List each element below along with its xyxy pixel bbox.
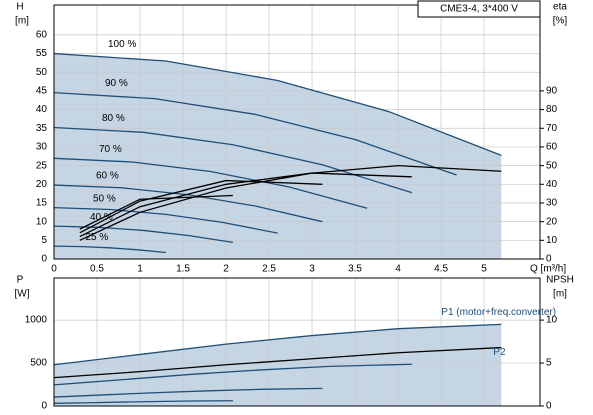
x-tick-label: 2.5	[262, 264, 276, 275]
y-tick-label: 0	[41, 254, 47, 265]
curve	[53, 52, 502, 156]
y-axis-unit: [W]	[15, 289, 30, 300]
y-tick-label: 15	[36, 198, 48, 209]
curve	[79, 179, 323, 234]
curve	[53, 323, 502, 366]
y-tick-label: 35	[36, 123, 48, 134]
y2-tick-label: 60	[546, 142, 558, 153]
curve	[53, 91, 457, 176]
curve	[53, 245, 166, 254]
y2-tick-label: 10	[546, 235, 558, 246]
speed-label: 50 %	[93, 193, 116, 204]
y-tick-label: 5	[41, 235, 47, 246]
y-tick-label: 25	[36, 160, 48, 171]
title-box	[417, 0, 541, 18]
curve	[79, 194, 233, 230]
curve	[53, 346, 502, 379]
speed-label: 80 %	[102, 113, 125, 124]
y-tick-label: 0	[41, 401, 47, 412]
x-tick-label: 0	[51, 264, 57, 275]
y-axis-label: P	[17, 275, 24, 286]
speed-label: 70 %	[99, 144, 122, 155]
y-tick-label: 55	[36, 48, 48, 59]
y2-tick-label: 40	[546, 179, 558, 190]
y-axis-unit: [m]	[15, 16, 29, 27]
x-tick-label: 0.5	[90, 264, 104, 275]
operating-area	[54, 53, 502, 259]
y2-axis-unit: [m]	[553, 289, 567, 300]
curve	[79, 172, 412, 238]
y2-tick-label: 80	[546, 104, 558, 115]
curve	[53, 206, 278, 234]
x-axis-label: Q [m³/h]	[530, 264, 566, 275]
x-tick-label: 4.5	[434, 264, 448, 275]
speed-label: 60 %	[96, 171, 119, 182]
speed-label: 25 %	[86, 232, 109, 243]
y2-axis-label: NPSH	[546, 275, 574, 286]
y2-tick-label: 20	[546, 216, 558, 227]
x-tick-label: 3	[309, 264, 315, 275]
x-tick-label: 1	[137, 264, 143, 275]
y2-tick-label: 10	[546, 315, 558, 326]
speed-label: 40 %	[90, 212, 113, 223]
speed-label: 100 %	[108, 39, 136, 50]
curve	[79, 164, 502, 241]
speed-label: 90 %	[105, 78, 128, 89]
x-tick-label: 4	[395, 264, 401, 275]
y2-axis-label: eta	[553, 2, 567, 13]
plot-frame	[53, 277, 541, 407]
curve	[53, 387, 323, 398]
y-tick-label: 20	[36, 179, 48, 190]
y2-tick-label: 90	[546, 86, 558, 97]
curve	[53, 363, 412, 386]
y-tick-label: 10	[36, 216, 48, 227]
series-label: P1 (motor+freq.converter)	[441, 307, 556, 318]
y-tick-label: 40	[36, 104, 48, 115]
chart-title: CME3-4, 3*400 V	[440, 4, 518, 15]
y2-tick-label: 50	[546, 160, 558, 171]
y2-tick-label: 30	[546, 198, 558, 209]
y-tick-label: 1000	[25, 315, 48, 326]
y-tick-label: 60	[36, 30, 48, 41]
operating-area	[54, 324, 502, 406]
y2-tick-label: 0	[546, 401, 552, 412]
x-tick-label: 2	[223, 264, 229, 275]
curve	[53, 400, 233, 404]
x-tick-label: 1.5	[176, 264, 190, 275]
series-label: P2	[493, 347, 506, 358]
y-tick-label: 30	[36, 142, 48, 153]
y2-tick-label: 0	[546, 254, 552, 265]
y-tick-label: 500	[30, 358, 47, 369]
plot-frame	[53, 4, 541, 260]
x-tick-label: 5	[481, 264, 487, 275]
y-tick-label: 50	[36, 67, 48, 78]
y-axis-label: H	[16, 2, 23, 13]
y2-tick-label: 5	[546, 358, 552, 369]
y2-axis-unit: [%]	[553, 16, 568, 27]
curve	[53, 157, 368, 209]
y2-tick-label: 70	[546, 123, 558, 134]
y-tick-label: 45	[36, 86, 48, 97]
x-tick-label: 3.5	[348, 264, 362, 275]
